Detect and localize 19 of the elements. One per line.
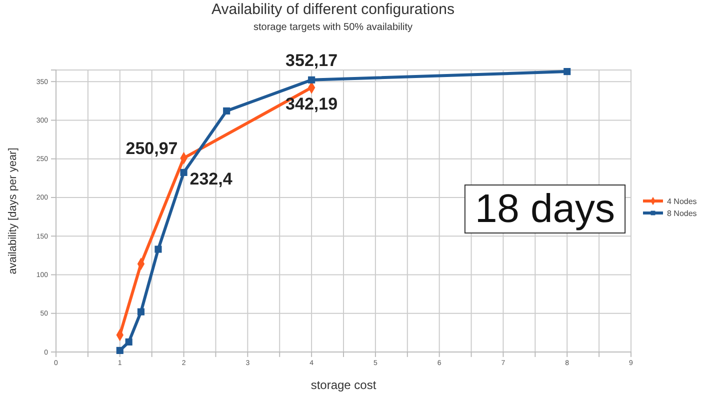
data-label: 352,17 [286,50,338,70]
point [154,246,162,253]
point [180,168,188,176]
legend-label: 8 Nodes [667,209,697,218]
data-label: 232,4 [190,169,233,188]
x-axis-title: storage cost [310,378,377,392]
legend-label: 4 Nodes [667,197,697,206]
annotation: 18 days [474,187,616,231]
point [125,338,132,346]
point [137,308,145,316]
point [223,107,230,114]
point [308,76,316,84]
y-axis-title: availability [days per year] [7,148,19,274]
chart-title: Availability of different configurations [212,1,454,18]
data-label: 342,19 [286,94,338,114]
chart-subtitle: storage targets with 50% availability [254,22,412,33]
point [564,68,571,76]
data-label: 250,97 [126,139,178,158]
point [116,346,124,354]
